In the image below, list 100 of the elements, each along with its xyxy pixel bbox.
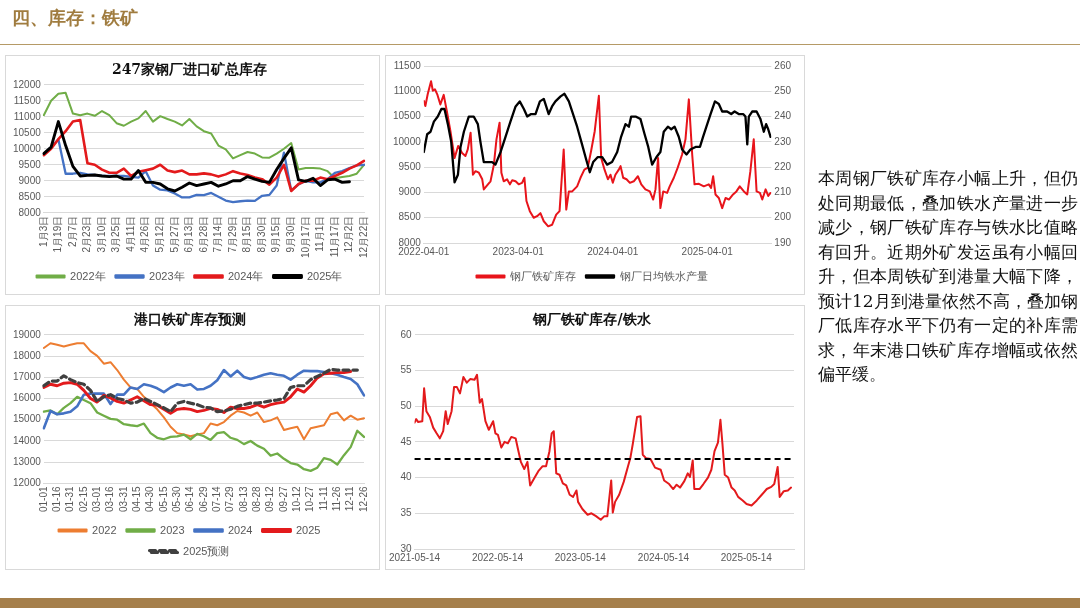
y-tick-label: 8500 xyxy=(18,190,42,202)
y-tick-label: 9000 xyxy=(398,186,422,198)
x-tick-label: 12月2日 xyxy=(343,215,355,253)
y-tick-label: 8000 xyxy=(398,236,422,248)
y-tick-label: 60 xyxy=(400,328,413,340)
y2-tick-label: 250 xyxy=(774,85,792,97)
x-tick-label: 08-28 xyxy=(251,485,263,512)
x-tick-label: 11月17日 xyxy=(328,215,340,258)
y-tick-label: 14000 xyxy=(13,434,42,446)
x-tick-label: 02-15 xyxy=(77,485,89,512)
x-tick-label: 09-27 xyxy=(277,485,289,512)
x-tick-label: 2023-05-14 xyxy=(554,551,607,563)
legend-label: 2023年 xyxy=(149,269,185,282)
chart-title: 钢厂铁矿库存/铁水 xyxy=(532,311,652,328)
x-tick-label: 12月22日 xyxy=(357,215,369,258)
y-tick-label: 45 xyxy=(400,435,413,447)
x-tick-label: 06-14 xyxy=(184,485,196,512)
text: 四、库存：铁矿 xyxy=(12,6,138,30)
x-tick-label: 04-30 xyxy=(144,485,156,512)
x-tick-label: 11月1日 xyxy=(314,215,326,252)
x-tick-label: 1月19日 xyxy=(52,215,64,253)
x-tick-label: 08-13 xyxy=(237,485,249,512)
x-tick-label: 10月17日 xyxy=(299,215,311,258)
y-tick-label: 11000 xyxy=(13,110,42,122)
x-tick-label: 4月26日 xyxy=(139,215,151,253)
x-tick-label: 05-15 xyxy=(157,485,169,512)
y-tick-label: 40 xyxy=(400,471,413,483)
x-tick-label: 5月27日 xyxy=(168,215,180,253)
y2-tick-label: 220 xyxy=(774,160,792,172)
x-tick-label: 07-14 xyxy=(211,485,222,512)
legend-label: 钢厂铁矿库存 xyxy=(509,269,576,282)
x-tick-label: 2023-04-01 xyxy=(492,245,545,257)
y-tick-label: 12000 xyxy=(13,78,42,90)
x-tick-label: 03-01 xyxy=(90,485,102,512)
legend-label: 2025预测 xyxy=(183,544,230,557)
x-tick-label: 07-29 xyxy=(224,485,236,512)
y-tick-label: 50 xyxy=(400,399,413,411)
y-tick-label: 19000 xyxy=(13,328,42,340)
legend-label: 2025年 xyxy=(306,269,343,282)
y2-tick-label: 210 xyxy=(774,186,792,198)
x-tick-label: 06-29 xyxy=(197,485,209,512)
y-tick-label: 8000 xyxy=(18,206,42,218)
y-tick-label: 55 xyxy=(400,364,413,376)
x-tick-label: 11-11 xyxy=(317,485,329,511)
x-tick-label: 9月15日 xyxy=(270,215,282,253)
y-tick-label: 8500 xyxy=(398,211,422,223)
x-tick-label: 2月23日 xyxy=(81,215,93,253)
x-tick-label: 01-31 xyxy=(64,485,76,512)
y-tick-label: 10500 xyxy=(13,126,42,138)
legend-label: 2024 xyxy=(228,523,253,536)
y-tick-label: 9000 xyxy=(18,174,42,186)
x-tick-label: 12-26 xyxy=(357,485,369,512)
x-tick-label: 2024-04-01 xyxy=(587,245,639,257)
x-tick-label: 2024-05-14 xyxy=(637,551,690,563)
x-tick-label: 9月30日 xyxy=(284,215,296,253)
x-tick-label: 2月7日 xyxy=(66,215,78,247)
text: 本周钢厂铁矿库存小幅上升，但仍处同期最低，叠加铁水产量进一步减少，钢厂铁矿库存与铁水比值略有回升。近期外矿发运虽有小幅回升，但本周铁矿到港量大幅下降，预计12月到港量依然不高，叠加钢厂低库存水平下仍有一定的补库需求，年末港口铁矿库存增幅或依然偏平缓。 xyxy=(818,168,1078,384)
legend-label: 2024年 xyxy=(228,269,264,282)
y2-tick-label: 260 xyxy=(774,59,792,71)
y-tick-label: 13000 xyxy=(13,455,42,467)
x-tick-label: 7月29日 xyxy=(226,215,238,253)
x-tick-label: 10-12 xyxy=(291,485,303,512)
x-tick-label: 2022-05-14 xyxy=(471,551,524,563)
y2-tick-label: 200 xyxy=(774,211,792,223)
x-tick-label: 10-27 xyxy=(304,485,316,512)
y-tick-label: 10000 xyxy=(13,142,42,154)
y-tick-label: 30 xyxy=(400,542,413,554)
x-tick-label: 05-30 xyxy=(170,485,182,512)
x-tick-label: 2025-04-01 xyxy=(681,245,734,257)
chart-title: 港口铁矿库存预测 xyxy=(132,311,246,328)
x-tick-label: 01-16 xyxy=(50,485,62,512)
y-tick-label: 11000 xyxy=(393,85,422,97)
x-tick-label: 4月11日 xyxy=(124,215,136,252)
x-tick-label: 2025-05-14 xyxy=(720,551,773,563)
x-tick-label: 6月28日 xyxy=(197,215,209,253)
legend-label: 2025 xyxy=(295,523,321,536)
x-tick-label: 8月15日 xyxy=(241,215,253,253)
y2-tick-label: 240 xyxy=(774,110,792,122)
y-tick-label: 10000 xyxy=(393,135,422,147)
y-tick-label: 18000 xyxy=(13,349,42,361)
y-tick-label: 15000 xyxy=(13,413,42,425)
x-tick-label: 3月25日 xyxy=(110,215,122,253)
x-tick-label: 6月13日 xyxy=(183,215,195,253)
y-tick-label: 11500 xyxy=(13,94,42,106)
x-tick-label: 5月12日 xyxy=(153,215,165,253)
y-tick-label: 9500 xyxy=(398,160,422,172)
y2-tick-label: 230 xyxy=(774,135,792,147)
legend-label: 2023 xyxy=(160,523,185,536)
y-tick-label: 35 xyxy=(400,507,413,519)
x-tick-label: 09-12 xyxy=(264,485,276,512)
x-tick-label: 2022-04-01 xyxy=(398,245,450,257)
x-tick-label: 12-11 xyxy=(344,486,356,512)
x-tick-label: 03-31 xyxy=(117,485,129,512)
x-tick-label: 2021-05-14 xyxy=(389,551,441,563)
chart-title: 247家钢厂进口矿总库存 xyxy=(111,61,268,78)
y2-tick-label: 190 xyxy=(774,236,792,248)
x-tick-label: 03-16 xyxy=(104,485,116,512)
y-tick-label: 9500 xyxy=(18,158,42,170)
legend-label: 2022年 xyxy=(70,269,106,282)
x-tick-label: 1月3日 xyxy=(37,215,49,247)
